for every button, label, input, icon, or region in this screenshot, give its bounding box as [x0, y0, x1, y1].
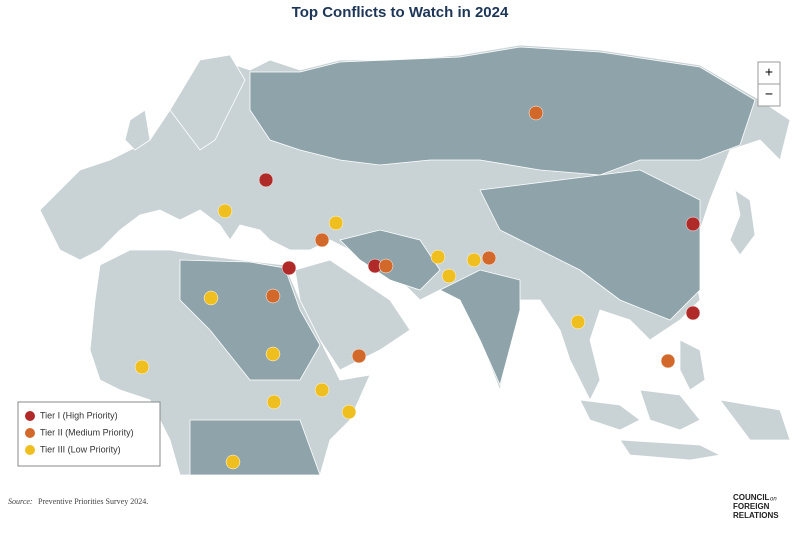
legend-box: [17, 401, 161, 467]
title: Top Conflicts to Watch in 2024: [292, 4, 509, 21]
zoom-controls: + −: [757, 61, 781, 107]
legend-label: Tier I (High Priority): [40, 410, 118, 420]
logo-small: on: [770, 497, 777, 503]
legend-label: Tier III (Low Priority): [40, 444, 121, 454]
source-label: Source:: [8, 497, 33, 506]
zoom-out-label: −: [765, 86, 773, 102]
zoom-out-button[interactable]: [757, 83, 781, 107]
zoom-in-label: +: [765, 64, 773, 80]
legend-label: Tier II (Medium Priority): [40, 427, 134, 437]
logo: COUNCIL on FOREIGN RELATIONS: [733, 493, 779, 520]
legend: Tier I (High Priority) Tier II (Medium P…: [17, 401, 161, 467]
markers: [134, 105, 701, 470]
logo-line: COUNCIL: [733, 493, 770, 502]
logo-line: FOREIGN: [733, 502, 770, 511]
source: Preventive Priorities Survey 2024.: [38, 497, 148, 506]
logo-line: RELATIONS: [733, 511, 779, 520]
